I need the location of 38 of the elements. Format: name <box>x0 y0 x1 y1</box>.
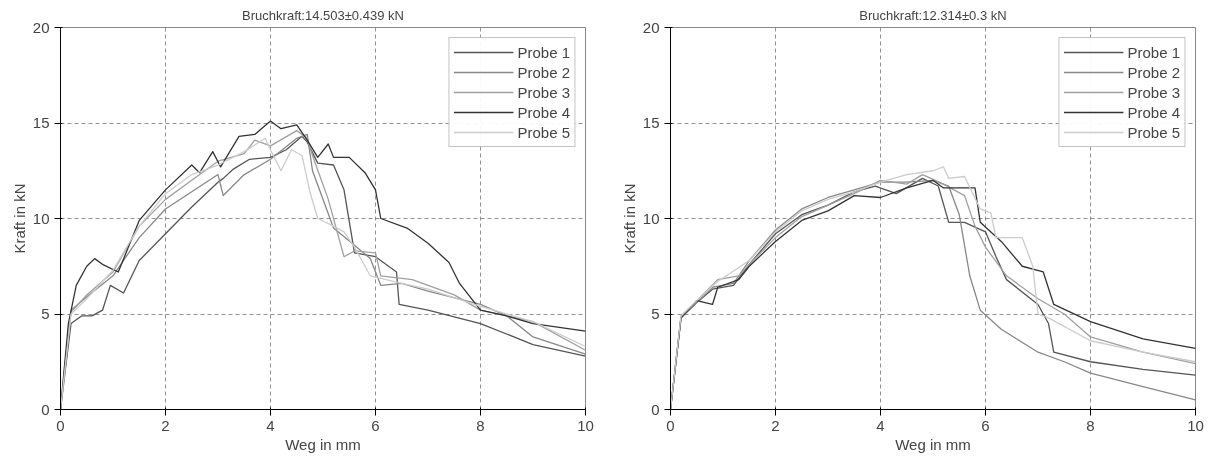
legend-label: Probe 5 <box>517 123 570 141</box>
legend-label: Probe 3 <box>1127 83 1180 101</box>
y-tick-label: 10 <box>642 209 660 227</box>
legend-label: Probe 3 <box>517 83 570 101</box>
y-tick-label: 0 <box>41 400 50 418</box>
x-tick-label: 8 <box>476 416 485 434</box>
x-axis-title: Weg in mm <box>285 435 361 453</box>
x-tick-label: 6 <box>981 416 990 434</box>
x-tick-label: 2 <box>771 416 780 434</box>
legend-label: Probe 4 <box>1127 103 1180 121</box>
y-tick-label: 20 <box>32 18 50 36</box>
y-tick-label: 5 <box>41 305 50 322</box>
x-tick-label: 4 <box>266 416 275 434</box>
x-tick-label: 2 <box>161 416 170 434</box>
x-tick-label: 10 <box>577 416 594 434</box>
y-tick-label: 15 <box>642 114 660 131</box>
x-axis-title: Weg in mm <box>895 435 971 453</box>
x-tick-label: 4 <box>876 416 885 434</box>
y-tick-label: 0 <box>651 400 660 418</box>
legend-label: Probe 4 <box>517 103 570 121</box>
chart-title: Bruchkraft:14.503±0.439 kN <box>242 7 404 23</box>
legend-label: Probe 5 <box>1127 123 1180 141</box>
legend-label: Probe 1 <box>1127 43 1180 61</box>
y-axis-title: Kraft in kN <box>620 183 638 254</box>
y-tick-label: 10 <box>32 209 50 227</box>
y-tick-label: 5 <box>651 305 660 322</box>
legend-label: Probe 2 <box>1127 63 1180 81</box>
x-tick-label: 6 <box>371 416 380 434</box>
y-tick-label: 15 <box>32 114 50 131</box>
legend-label: Probe 2 <box>517 63 570 81</box>
chart-title: Bruchkraft:12.314±0.3 kN <box>859 7 1007 23</box>
x-tick-label: 8 <box>1086 416 1095 434</box>
x-tick-label: 0 <box>56 416 65 434</box>
x-tick-label: 10 <box>1187 416 1204 434</box>
y-axis-title: Kraft in kN <box>10 183 28 254</box>
legend-label: Probe 1 <box>517 43 570 61</box>
x-tick-label: 0 <box>666 416 675 434</box>
y-tick-label: 20 <box>642 18 660 36</box>
